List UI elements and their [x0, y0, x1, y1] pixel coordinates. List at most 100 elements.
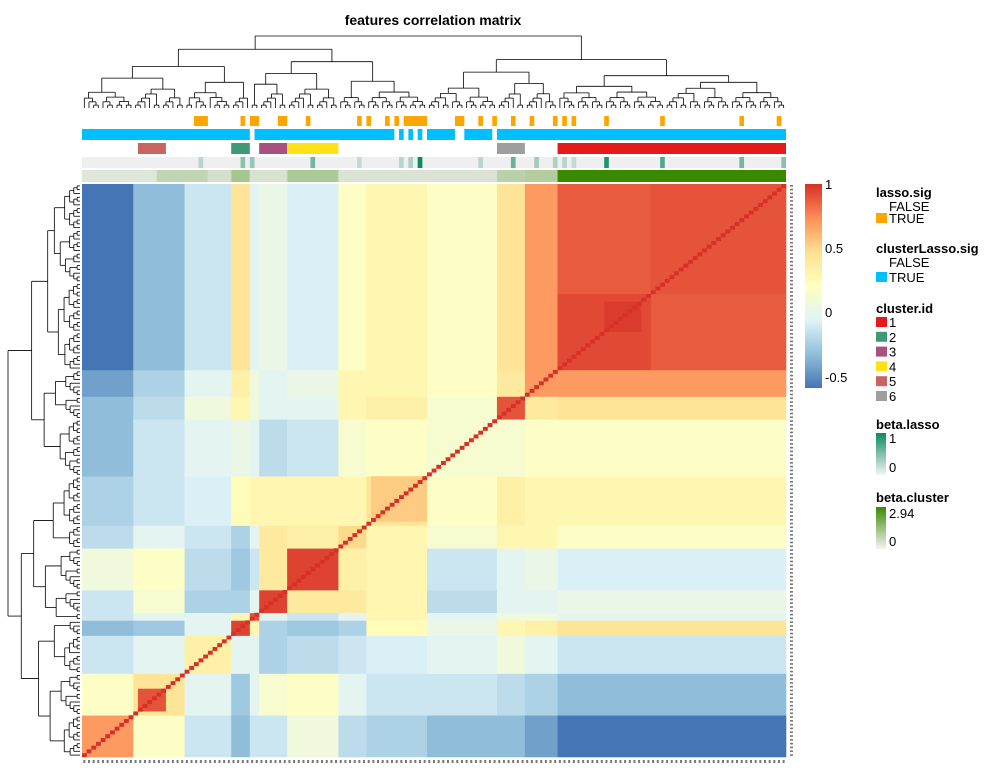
beta-cluster-mark — [231, 170, 250, 182]
heatmap-block — [259, 476, 288, 526]
heatmap-block — [524, 419, 558, 477]
heatmap-diagonal-cell — [319, 559, 325, 564]
beta-lasso-track — [82, 157, 786, 168]
heatmap-block — [338, 612, 367, 621]
row-label-mark — [790, 564, 793, 567]
heatmap-block — [496, 612, 526, 621]
heatmap-diagonal-cell — [632, 305, 638, 310]
column-label-mark — [484, 760, 487, 763]
lasso-sig-true-mark — [529, 116, 535, 126]
heatmap-block — [338, 184, 367, 371]
heatmap-block — [231, 548, 251, 591]
row-label-mark — [790, 241, 793, 244]
column-label-mark — [460, 760, 463, 763]
row-label-mark — [790, 617, 793, 620]
column-label-mark — [684, 760, 687, 763]
column-label-mark — [404, 760, 407, 763]
row-label-mark — [790, 450, 793, 453]
row-label-mark — [790, 628, 793, 631]
column-label-mark — [488, 760, 491, 763]
heatmap-diagonal-cell — [646, 294, 651, 299]
heatmap-block — [231, 476, 251, 526]
heatmap-diagonal-cell — [669, 275, 675, 280]
lasso-sig-true-mark — [510, 116, 516, 126]
column-label-mark — [736, 760, 739, 763]
row-label-mark — [790, 238, 793, 240]
heatmap-block — [249, 419, 260, 477]
column-label-mark — [507, 760, 510, 763]
heatmap-diagonal-cell — [436, 464, 442, 469]
heatmap-diagonal-cell — [697, 252, 703, 257]
row-label-mark — [790, 393, 793, 396]
row-label-mark — [790, 750, 793, 753]
column-label-mark — [698, 760, 701, 763]
heatmap-diagonal-cell — [231, 631, 237, 636]
column-label-mark — [129, 760, 132, 763]
heatmap-block — [249, 525, 260, 549]
row-label-mark — [790, 405, 793, 407]
row-label-mark — [790, 541, 793, 544]
column-label-mark — [349, 760, 352, 763]
heatmap-diagonal-cell — [660, 282, 665, 287]
row-label-mark — [790, 359, 793, 362]
cluster-id-mark — [287, 143, 339, 154]
heatmap-block — [249, 635, 260, 674]
row-label-mark — [790, 192, 793, 195]
heatmap-diagonal-cell — [366, 521, 372, 526]
heatmap-block — [427, 184, 498, 371]
heatmap-diagonal-cell — [371, 517, 376, 522]
row-label-mark — [790, 435, 793, 438]
column-label-mark — [125, 760, 128, 763]
heatmap-block — [524, 396, 558, 420]
heatmap-diagonal-cell — [170, 681, 176, 686]
heatmap-diagonal-cell — [427, 472, 432, 477]
beta-cluster-mark — [287, 170, 339, 182]
heatmap-block — [524, 590, 558, 614]
heatmap-diagonal-cell — [706, 244, 712, 249]
heatmap-diagonal-cell — [184, 669, 190, 674]
heatmap-block — [133, 369, 185, 397]
heatmap-diagonal-cell — [175, 677, 181, 682]
heatmap-block — [338, 419, 367, 477]
column-label-mark — [311, 760, 314, 763]
heatmap-block — [133, 635, 185, 674]
column-label-mark — [502, 760, 505, 763]
heatmap-block — [496, 525, 526, 549]
heatmap-diagonal-cell — [664, 278, 670, 283]
heatmap-block — [184, 476, 232, 526]
row-label-mark — [790, 670, 793, 673]
heatmap-block — [557, 419, 787, 477]
row-label-mark — [790, 203, 793, 206]
heatmap-block — [184, 184, 232, 371]
row-label-mark — [790, 518, 793, 521]
beta-lasso-mark — [310, 157, 316, 168]
row-label-mark — [790, 534, 793, 536]
row-label-mark — [790, 420, 793, 422]
heatmap-block — [524, 476, 558, 526]
heatmap-block — [231, 419, 251, 477]
heatmap-block — [249, 548, 260, 591]
heatmap-block — [524, 673, 558, 716]
row-label-mark — [790, 431, 793, 434]
heatmap-diagonal-cell — [431, 468, 437, 473]
legend-label: 6 — [889, 389, 896, 404]
heatmap-diagonal-cell — [95, 741, 101, 746]
lasso-sig-true-mark — [385, 116, 390, 126]
heatmap-block — [184, 525, 232, 549]
clusterlasso-sig-true-mark — [417, 129, 423, 140]
heatmap-block — [249, 396, 260, 420]
row-label-mark — [790, 332, 793, 335]
heatmap-diagonal-cell — [557, 366, 563, 371]
row-label-mark — [790, 701, 793, 703]
row-label-mark — [790, 272, 793, 274]
heatmap-diagonal-cell — [114, 726, 120, 731]
column-label-mark — [92, 760, 95, 763]
color-scale-tick: -0.5 — [825, 370, 847, 385]
heatmap-block — [338, 715, 367, 758]
row-label-mark — [790, 579, 793, 582]
heatmap-diagonal-cell — [496, 415, 502, 420]
column-label-mark — [568, 760, 571, 763]
column-label-mark — [111, 760, 114, 763]
heatmap-block — [249, 673, 260, 716]
legend-label: 0 — [889, 534, 896, 549]
